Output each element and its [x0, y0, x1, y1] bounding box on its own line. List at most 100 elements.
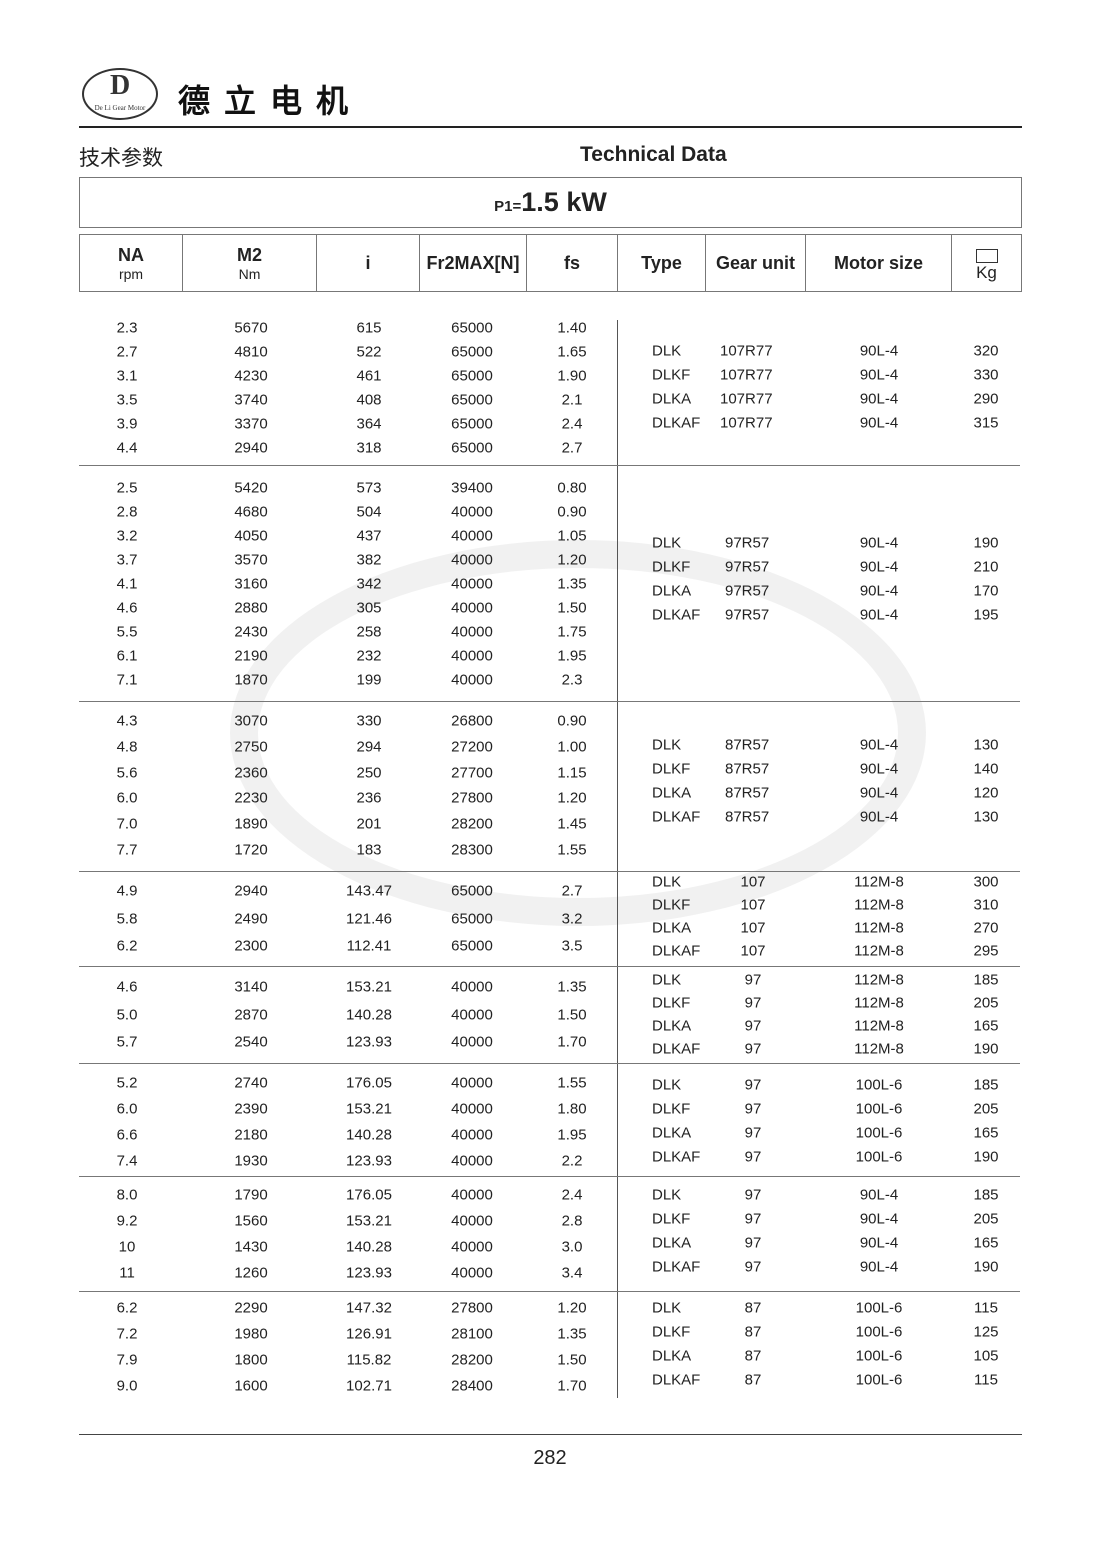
- fr-cell: 65000: [451, 319, 493, 337]
- na-cell: 6.2: [116, 937, 138, 955]
- title-cn: 技术参数: [79, 147, 163, 170]
- group-divider: [79, 1063, 1020, 1064]
- weight-cell: 165: [973, 1234, 999, 1252]
- type-cell: DLKF: [652, 366, 691, 384]
- motor-size-cell: 112M-8: [854, 942, 904, 960]
- fs-cell: 2.4: [561, 415, 583, 433]
- col-label: Fr2MAX[N]: [426, 252, 520, 273]
- fr-cell: 28400: [451, 1377, 493, 1395]
- m2-cell: 1260: [234, 1264, 268, 1282]
- fs-cell: 0.80: [557, 479, 587, 497]
- fs-cell: 1.70: [557, 1033, 587, 1051]
- motor-size-cell: 90L-4: [859, 808, 899, 826]
- na-cell: 6.2: [116, 1299, 138, 1317]
- na-cell: 5.8: [116, 910, 138, 927]
- fs-cell: 1.55: [557, 1074, 587, 1092]
- fs-cell: 2.8: [561, 1212, 583, 1230]
- power-value: 1.5 kW: [521, 187, 607, 217]
- fr-cell: 65000: [451, 882, 493, 900]
- i-cell: 112.41: [346, 937, 392, 955]
- motor-size-cell: 90L-4: [859, 784, 899, 802]
- weight-cell: 195: [973, 606, 999, 624]
- fs-cell: 1.20: [557, 1299, 587, 1317]
- type-cell: DLK: [652, 342, 682, 360]
- na-cell: 6.0: [116, 789, 138, 807]
- fs-cell: 1.00: [557, 738, 587, 756]
- fr-cell: 65000: [451, 910, 493, 927]
- gear-unit-cell: 87R57: [725, 760, 770, 778]
- col-weight: Kg: [952, 235, 1021, 291]
- i-cell: 140.28: [346, 1006, 392, 1023]
- i-cell: 121.46: [346, 910, 392, 927]
- i-cell: 140.28: [346, 1238, 392, 1256]
- weight-cell: 185: [973, 1076, 999, 1094]
- weight-cell: 115: [974, 1371, 998, 1389]
- na-cell: 6.6: [116, 1126, 138, 1144]
- gear-unit-cell: 97: [744, 1040, 762, 1058]
- gear-unit-cell: 107R77: [720, 390, 773, 408]
- fr-cell: 65000: [451, 343, 493, 361]
- i-cell: 199: [356, 671, 382, 689]
- na-cell: 7.0: [116, 815, 138, 833]
- m2-cell: 4680: [234, 503, 268, 521]
- fs-cell: 0.90: [557, 712, 587, 730]
- na-cell: 4.6: [116, 978, 138, 996]
- gear-unit-cell: 97: [744, 1124, 762, 1142]
- fr-cell: 40000: [451, 599, 493, 617]
- motor-size-cell: 112M-8: [854, 971, 904, 989]
- weight-cell: 315: [973, 414, 999, 432]
- gear-unit-cell: 97: [744, 1076, 762, 1094]
- i-cell: 176.05: [346, 1074, 392, 1092]
- weight-cell: 190: [973, 534, 999, 552]
- na-cell: 5.0: [116, 1006, 138, 1023]
- m2-cell: 2490: [234, 910, 268, 927]
- gear-unit-cell: 87: [744, 1371, 762, 1389]
- table-header: NA rpm M2 Nm i Fr2MAX[N] fs Type Gear unit…: [79, 234, 1022, 292]
- i-cell: 232: [356, 647, 382, 665]
- group-divider: [79, 1291, 1020, 1292]
- type-cell: DLKF: [652, 1100, 691, 1118]
- fr-cell: 40000: [451, 1152, 493, 1170]
- fr-cell: 40000: [451, 671, 493, 689]
- fs-cell: 3.4: [561, 1264, 583, 1282]
- group-divider: [79, 871, 1020, 872]
- i-cell: 330: [356, 712, 382, 730]
- gear-unit-cell: 97R57: [725, 582, 770, 600]
- weight-cell: 115: [974, 1299, 998, 1317]
- m2-cell: 1600: [234, 1377, 268, 1395]
- weight-cell: 120: [973, 784, 999, 802]
- gear-unit-cell: 107R77: [720, 342, 773, 360]
- fr-cell: 40000: [451, 1100, 493, 1118]
- motor-size-cell: 112M-8: [854, 1017, 904, 1035]
- col-label: Gear unit: [715, 252, 795, 273]
- fr-cell: 26800: [451, 712, 493, 730]
- m2-cell: 3370: [234, 415, 268, 433]
- fs-cell: 1.70: [557, 1377, 587, 1395]
- na-cell: 3.7: [116, 551, 138, 569]
- na-cell: 3.1: [116, 367, 138, 385]
- fr-cell: 40000: [451, 1238, 493, 1256]
- col-fs: fs: [527, 235, 618, 291]
- i-cell: 461: [356, 367, 382, 385]
- weight-cell: 165: [973, 1124, 999, 1142]
- na-cell: 11: [119, 1264, 135, 1282]
- motor-size-cell: 100L-6: [855, 1148, 903, 1166]
- na-cell: 10: [118, 1238, 136, 1256]
- type-cell: DLKA: [652, 1124, 692, 1142]
- m2-cell: 4230: [234, 367, 268, 385]
- i-cell: 183: [356, 841, 382, 859]
- i-cell: 318: [356, 439, 382, 457]
- fr-cell: 40000: [451, 527, 493, 545]
- gear-unit-cell: 97: [744, 1186, 762, 1204]
- m2-cell: 1560: [234, 1212, 268, 1230]
- col-label: i: [365, 252, 371, 273]
- na-cell: 6.0: [116, 1100, 138, 1118]
- na-cell: 9.0: [116, 1377, 138, 1395]
- m2-cell: 2740: [234, 1074, 268, 1092]
- fs-cell: 2.2: [561, 1152, 583, 1170]
- fr-cell: 27700: [451, 764, 493, 782]
- fs-cell: 1.40: [557, 319, 587, 337]
- m2-cell: 1430: [234, 1238, 268, 1256]
- m2-cell: 1800: [234, 1351, 268, 1369]
